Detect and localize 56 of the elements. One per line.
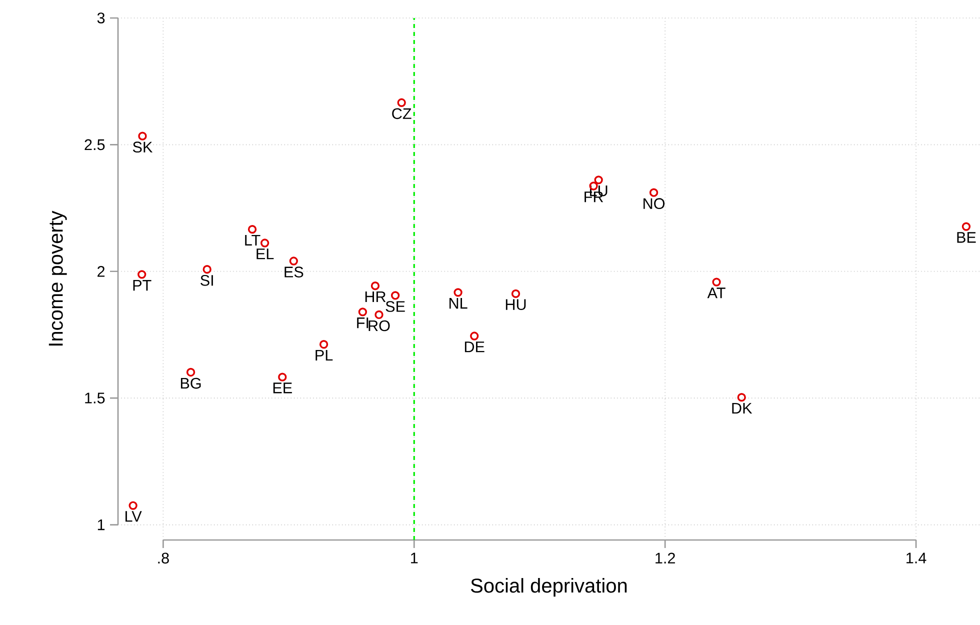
data-label: AT bbox=[707, 288, 726, 298]
data-label: LT bbox=[245, 234, 260, 246]
point bbox=[278, 372, 287, 382]
point bbox=[319, 340, 328, 349]
x-tick-label: 1.2 bbox=[656, 552, 675, 564]
data-label: ES bbox=[284, 266, 304, 278]
data-label: PL bbox=[316, 350, 333, 361]
data-label: FI bbox=[357, 318, 368, 328]
point bbox=[128, 501, 138, 510]
point bbox=[248, 224, 257, 234]
point bbox=[138, 270, 146, 279]
data-label: HR bbox=[365, 291, 386, 302]
data-label: RO bbox=[368, 320, 390, 332]
y-tick-label: 1.5 bbox=[85, 392, 105, 404]
y-tick-label: 1 bbox=[98, 520, 105, 530]
x-tick-label: .8 bbox=[158, 552, 169, 564]
point bbox=[511, 289, 520, 298]
point bbox=[594, 176, 603, 184]
point bbox=[454, 288, 462, 297]
point bbox=[390, 291, 400, 300]
data-label: HU bbox=[506, 299, 526, 310]
data-label: PT bbox=[133, 280, 152, 291]
x-tick-label: 1.4 bbox=[906, 552, 926, 564]
point bbox=[649, 188, 658, 197]
point bbox=[397, 98, 406, 107]
point bbox=[358, 308, 368, 316]
point bbox=[374, 310, 384, 320]
point bbox=[138, 132, 147, 140]
data-label: BG bbox=[180, 378, 201, 389]
x-axis-title: Social deprivation bbox=[470, 578, 627, 597]
data-label: BE bbox=[957, 232, 976, 243]
data-label: EL bbox=[256, 248, 274, 260]
data-label: SE bbox=[386, 301, 405, 312]
point bbox=[712, 278, 721, 286]
data-label: NO bbox=[644, 198, 665, 210]
y-tick-label: 2.5 bbox=[84, 139, 105, 150]
y-tick-label: 3 bbox=[97, 12, 105, 24]
data-label: SI bbox=[200, 274, 213, 286]
point bbox=[186, 368, 196, 377]
point bbox=[962, 222, 971, 231]
point bbox=[289, 256, 298, 266]
point bbox=[470, 332, 479, 340]
point bbox=[370, 282, 380, 290]
point bbox=[260, 238, 270, 248]
point bbox=[202, 265, 212, 274]
y-tick-label: 2 bbox=[98, 266, 105, 277]
x-tick-label: 1 bbox=[411, 552, 418, 564]
data-label: CZ bbox=[392, 108, 412, 120]
y-axis-title: Income poverty bbox=[48, 210, 67, 346]
data-label: SK bbox=[132, 142, 153, 153]
data-label: DK bbox=[732, 402, 752, 414]
data-label: DE bbox=[464, 342, 484, 352]
data-label: EE bbox=[273, 382, 292, 394]
data-label: LV bbox=[126, 511, 142, 522]
data-label: NL bbox=[449, 298, 468, 309]
point bbox=[737, 392, 746, 402]
